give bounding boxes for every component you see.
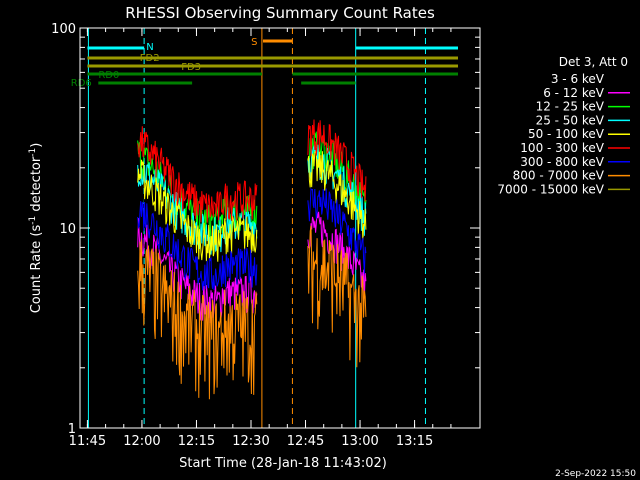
flag-label: S [251,37,257,48]
y-label-sup-1: -1 [28,216,38,225]
series-trace [137,119,367,223]
x-axis-label: Start Time (28-Jan-18 11:43:02) [179,456,387,471]
legend-entry-label: 7000 - 15000 keV [497,182,604,196]
x-tick-label: 13:00 [341,434,378,449]
series-trace [137,225,367,400]
legend-entry-label: 50 - 100 keV [528,127,605,141]
x-tick-label: 12:15 [178,434,215,449]
x-tick-label: 11:45 [69,434,106,449]
flag-label: FD3 [181,62,201,73]
x-axis: 11:45 12:00 12:15 12:30 12:45 13:00 13:15 [69,28,452,449]
chart-title: RHESSI Observing Summary Count Rates [125,4,435,22]
y-label-sup-2: -1 [28,148,38,157]
flag-label: FD2 [140,53,160,64]
legend-title: Det 3, Att 0 [559,55,628,69]
flag-label: RD6 [71,78,92,89]
legend-entry-label: 25 - 50 keV [536,113,605,127]
x-tick-label: 12:00 [123,434,160,449]
flag-label: N [146,42,153,53]
x-tick-label: 12:45 [287,434,324,449]
legend-entry-label: 300 - 800 keV [520,155,604,169]
x-tick-label: 13:15 [396,434,433,449]
y-label-text-1: Count Rate (s [29,225,44,314]
series-trace [137,187,367,291]
plot-data [87,28,426,428]
legend-entry-label: 800 - 7000 keV [513,169,605,183]
y-axis-label: Count Rate (s-1 detector-1) [28,143,44,314]
y-tick-label: 10 [59,222,76,237]
legend-entry-label: 6 - 12 keV [543,86,605,100]
x-tick-label: 12:30 [232,434,269,449]
series-trace [137,150,367,262]
legend-entry-label: 12 - 25 keV [536,100,605,114]
legend-entry-label: 100 - 300 keV [520,141,604,155]
flag-label: RD0 [98,70,119,81]
y-label-text-3: ) [29,143,44,148]
y-axis: 1 10 100 [51,22,480,437]
y-tick-label: 1 [68,422,76,437]
y-label-text-2: detector [29,156,44,216]
y-tick-label: 100 [51,22,76,37]
legend-entry-label: 3 - 6 keV [551,72,605,86]
footer-date: 2-Sep-2022 15:50 [555,469,636,479]
